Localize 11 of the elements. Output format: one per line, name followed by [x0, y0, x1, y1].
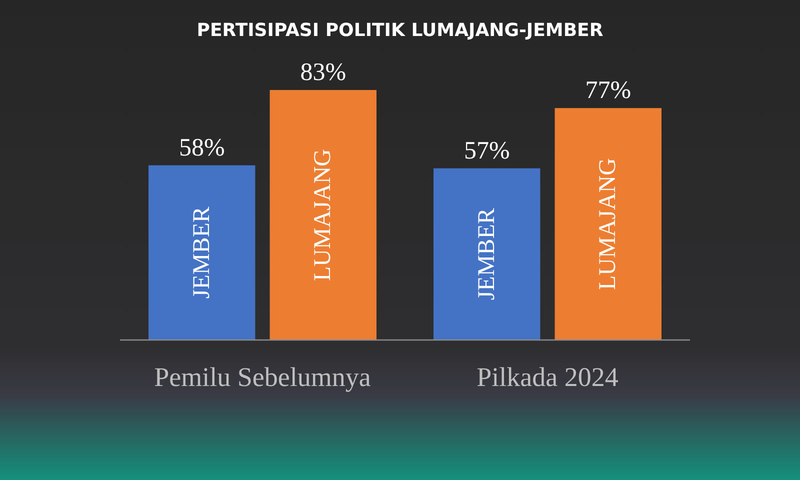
data-label: 58% — [178, 134, 225, 162]
text: LUMAJANG — [595, 158, 622, 290]
x-tick-label: Pemilu Sebelumnya — [154, 362, 371, 392]
x-tick-label: Pilkada 2024 — [476, 362, 619, 392]
data-label: 57% — [464, 137, 510, 164]
text: JEMBER — [188, 206, 215, 299]
data-label: 77% — [585, 77, 632, 104]
series-label: LUMAJANG — [310, 149, 336, 281]
chart-title: PERTISIPASI POLITIK LUMAJANG-JEMBER — [196, 20, 604, 41]
data-label: 83% — [300, 59, 346, 86]
series-label: JEMBER — [474, 208, 500, 300]
